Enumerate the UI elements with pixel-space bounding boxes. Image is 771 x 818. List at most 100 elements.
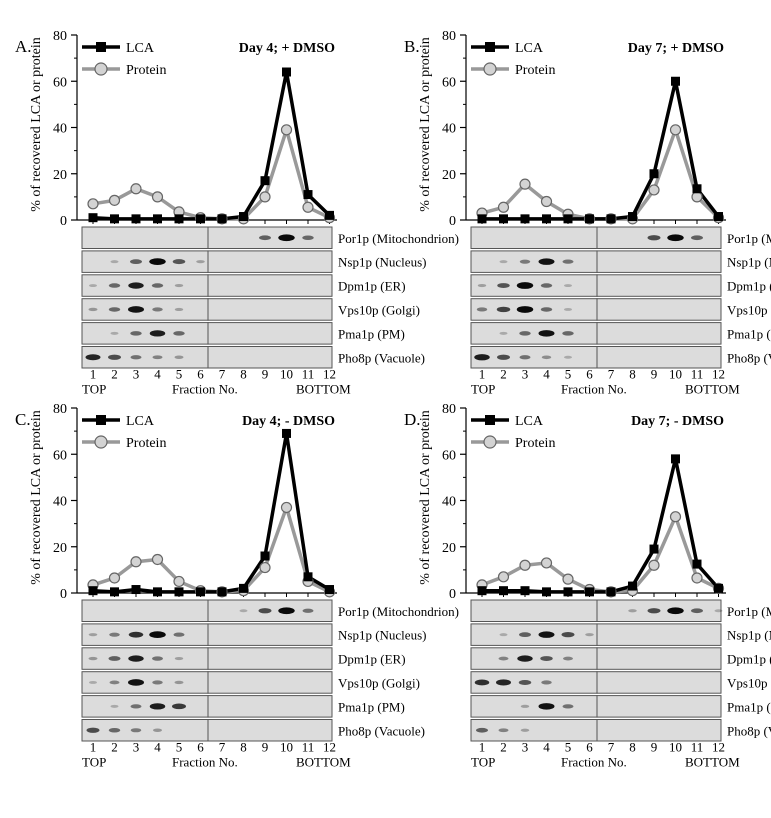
legend-lca-label: LCA [515,414,544,429]
lca-point [153,214,162,224]
blot-band [496,306,511,313]
lca-point [542,214,551,224]
y-tick-label: 20 [53,541,67,556]
fraction-number: 3 [522,739,529,754]
blot-band [128,282,144,289]
panel-letter: B. [404,37,420,56]
blot-label: Pho8p (Vacuole) [338,723,425,738]
y-tick-label: 0 [60,214,67,229]
blot-band [540,307,553,312]
fraction-number: 10 [280,739,293,754]
y-tick-label: 0 [449,214,456,229]
y-tick-label: 20 [53,168,67,183]
blot-label: Vps10p (Golgi) [338,675,420,690]
blot-label: Pho8p (Vacuole) [727,350,771,365]
blot-lane-left [470,695,598,718]
bottom-label: BOTTOM [296,754,351,769]
blot-lane-right [596,647,722,670]
panel-title: Day 4; + DMSO [239,41,335,56]
blot-band [561,632,575,638]
blot-label: Pma1p (PM) [338,699,405,714]
fraction-number: 11 [302,366,315,381]
blot-band [476,307,488,312]
legend-lca-marker [485,415,495,425]
fraction-number: 10 [280,366,293,381]
blot-band [173,331,185,336]
blot-band [538,330,555,337]
blot-label: Vps10p (Golgi) [338,302,420,317]
lca-point [606,587,616,597]
lca-point [88,586,98,596]
blot-band [474,679,490,686]
blot-lane-left [81,647,209,670]
blot-lane-right [207,647,333,670]
fraction-number: 7 [219,366,226,381]
blot-band [108,354,121,360]
fraction-number: 8 [629,366,636,381]
blot-lane-right [207,671,333,694]
blot-band [516,306,534,313]
blot-band [108,307,121,312]
fraction-number: 11 [302,739,315,754]
blot-band [152,656,163,661]
blot-label: Por1p (Mitochondrion) [338,604,459,619]
blot-lane-left [470,623,598,646]
y-tick-label: 20 [442,541,456,556]
blot-band [85,354,101,361]
legend-lca-marker [96,415,106,425]
lca-point [196,587,205,597]
fraction-number: 1 [479,366,486,381]
blot-label: Vps10p (Golgi) [727,302,771,317]
blot-band [174,355,184,359]
blot-band [563,656,573,661]
lca-point [217,587,227,597]
blot-band [564,307,572,311]
fraction-axis-label: Fraction No. [172,754,238,769]
lca-point [282,67,291,77]
lca-point [477,214,487,224]
fraction-number: 5 [176,366,183,381]
blot-lane-left [470,671,598,694]
blot-lane-left [470,599,598,622]
fraction-number: 8 [240,739,247,754]
y-tick-label: 60 [53,75,67,90]
blot-band [130,355,142,360]
blot-band [541,680,552,685]
lca-point [499,586,508,596]
y-tick-label: 40 [53,122,67,137]
fraction-number: 4 [543,366,550,381]
blot-band [562,331,574,336]
blot-band [196,260,205,264]
lca-point [520,214,530,224]
fraction-number: 9 [651,366,658,381]
fraction-number: 5 [565,739,572,754]
blot-label: Vps10p (Golgi) [727,675,771,690]
blot-band [520,728,530,732]
panel-letter: C. [15,410,31,429]
panel-title: Day 7; - DMSO [631,414,724,429]
panel-letter: D. [404,410,421,429]
fraction-number: 12 [712,366,725,381]
blot-band [540,656,553,662]
top-label: TOP [471,754,495,769]
protein-point [130,183,142,195]
protein-point [519,178,531,190]
blot-band [667,607,684,615]
fraction-axis-label: Fraction No. [172,381,238,396]
y-axis-label: % of recovered LCA or protein [29,410,44,585]
lca-point [606,214,616,224]
blot-band [538,631,555,638]
blot-lane-left [470,250,598,273]
blot-lane-left [81,719,209,742]
blot-label: Nsp1p (Nucleus) [338,255,426,270]
legend-lca-label: LCA [126,414,155,429]
blot-band [516,282,534,289]
y-axis-label: % of recovered LCA or protein [29,37,44,212]
blot-band [476,727,488,733]
blot-label: Por1p (Mitochondrion) [727,231,771,246]
y-axis-label: % of recovered LCA or protein [418,37,433,212]
blot-band [149,703,166,710]
protein-point [497,201,510,213]
blot-lane-right [207,322,333,345]
protein-point [259,561,271,574]
